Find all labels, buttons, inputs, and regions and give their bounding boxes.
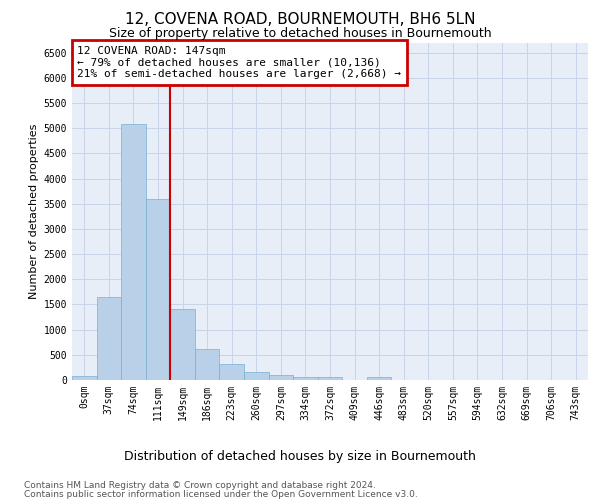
Bar [318, 378, 342, 380]
Bar [146, 198, 170, 380]
Text: Distribution of detached houses by size in Bournemouth: Distribution of detached houses by size … [124, 450, 476, 463]
Bar [195, 349, 220, 380]
Bar [72, 376, 97, 380]
Bar [220, 364, 244, 380]
Text: Size of property relative to detached houses in Bournemouth: Size of property relative to detached ho… [109, 28, 491, 40]
Text: 12 COVENA ROAD: 147sqm
← 79% of detached houses are smaller (10,136)
21% of semi: 12 COVENA ROAD: 147sqm ← 79% of detached… [77, 46, 401, 79]
Y-axis label: Number of detached properties: Number of detached properties [29, 124, 40, 299]
Bar [269, 374, 293, 380]
Bar [170, 310, 195, 380]
Bar [244, 372, 269, 380]
Text: Contains HM Land Registry data © Crown copyright and database right 2024.: Contains HM Land Registry data © Crown c… [24, 481, 376, 490]
Text: Contains public sector information licensed under the Open Government Licence v3: Contains public sector information licen… [24, 490, 418, 499]
Bar [367, 377, 391, 380]
Bar [293, 377, 318, 380]
Bar [97, 297, 121, 380]
Text: 12, COVENA ROAD, BOURNEMOUTH, BH6 5LN: 12, COVENA ROAD, BOURNEMOUTH, BH6 5LN [125, 12, 475, 28]
Bar [121, 124, 146, 380]
